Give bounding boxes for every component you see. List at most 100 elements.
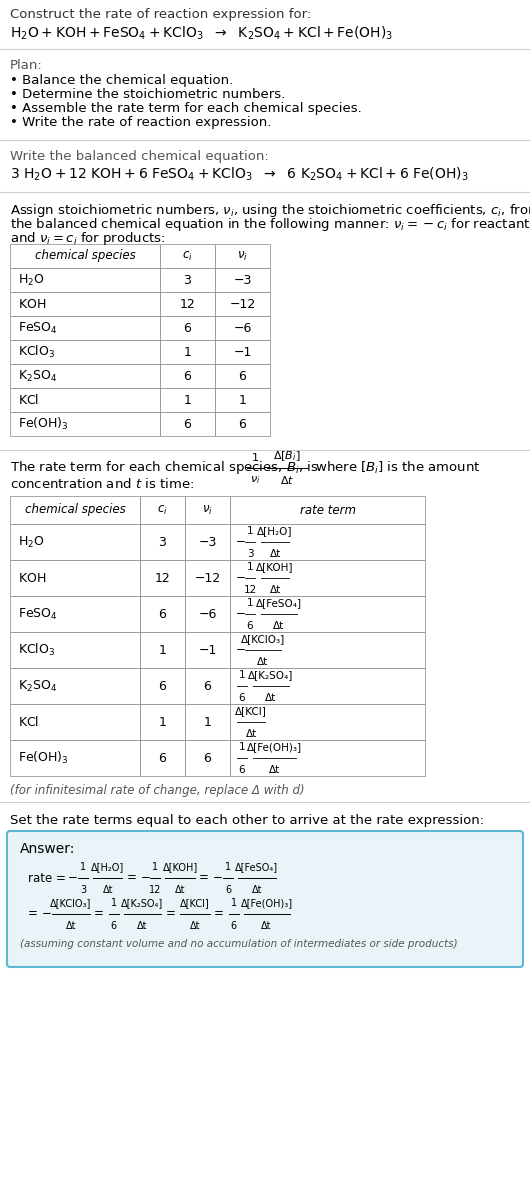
- Bar: [215, 268, 270, 293]
- Text: −6: −6: [198, 608, 217, 620]
- Text: −1: −1: [198, 643, 217, 656]
- Text: $\mathregular{3\ H_2O + 12\ KOH + 6\ FeSO_4 + KClO_3}$$\ \ \rightarrow\ \ $$\mat: $\mathregular{3\ H_2O + 12\ KOH + 6\ FeS…: [10, 166, 469, 183]
- Text: $\mathregular{KOH}$: $\mathregular{KOH}$: [18, 297, 46, 311]
- Bar: [10, 496, 140, 524]
- Bar: [230, 740, 425, 777]
- Text: =: =: [214, 908, 224, 921]
- Text: Δ[KOH]: Δ[KOH]: [257, 562, 294, 572]
- Text: $\mathregular{FeSO_4}$: $\mathregular{FeSO_4}$: [18, 607, 58, 621]
- Text: 1: 1: [238, 394, 246, 407]
- Bar: [185, 632, 230, 668]
- Bar: [10, 293, 160, 315]
- Bar: [160, 268, 215, 293]
- Bar: [160, 388, 215, 412]
- Text: • Determine the stoichiometric numbers.: • Determine the stoichiometric numbers.: [10, 88, 285, 101]
- Bar: [10, 268, 160, 293]
- Text: =: =: [165, 908, 175, 921]
- Text: 6: 6: [158, 751, 166, 765]
- Bar: [185, 668, 230, 704]
- Text: • Assemble the rate term for each chemical species.: • Assemble the rate term for each chemic…: [10, 102, 362, 116]
- Text: $c_i$: $c_i$: [182, 249, 193, 262]
- Text: where $[B_i]$ is the amount: where $[B_i]$ is the amount: [311, 460, 481, 476]
- Bar: [140, 704, 185, 740]
- Text: Δt: Δt: [175, 885, 186, 895]
- Text: 1: 1: [231, 898, 237, 908]
- Text: Δt: Δt: [190, 921, 200, 931]
- Text: $\mathregular{KClO_3}$: $\mathregular{KClO_3}$: [18, 344, 55, 360]
- Text: −: −: [236, 536, 246, 549]
- Text: −: −: [236, 608, 246, 620]
- Text: 1: 1: [225, 862, 231, 872]
- Bar: [215, 244, 270, 268]
- Bar: [215, 293, 270, 315]
- Text: 3: 3: [246, 549, 253, 559]
- Text: 6: 6: [158, 608, 166, 620]
- Text: 6: 6: [158, 679, 166, 692]
- Bar: [160, 315, 215, 340]
- Text: $\mathregular{KCl}$: $\mathregular{KCl}$: [18, 393, 39, 407]
- Text: Δt: Δt: [261, 921, 272, 931]
- Text: −12: −12: [229, 297, 255, 311]
- Text: $\mathregular{K_2SO_4}$: $\mathregular{K_2SO_4}$: [18, 368, 57, 384]
- Text: Δ[KClO₃]: Δ[KClO₃]: [50, 898, 92, 908]
- Text: $\Delta t$: $\Delta t$: [280, 474, 294, 486]
- Text: rate term: rate term: [299, 503, 356, 517]
- Bar: [10, 740, 140, 777]
- Text: Answer:: Answer:: [20, 842, 75, 856]
- Bar: [10, 244, 160, 268]
- Bar: [140, 596, 185, 632]
- Bar: [140, 632, 185, 668]
- Text: −3: −3: [233, 273, 252, 287]
- Text: 6: 6: [231, 921, 237, 931]
- Text: −: −: [236, 643, 246, 656]
- Text: $\Delta[B_i]$: $\Delta[B_i]$: [273, 449, 301, 464]
- Bar: [10, 388, 160, 412]
- Text: $\nu_i$: $\nu_i$: [237, 249, 248, 262]
- Text: Δ[H₂O]: Δ[H₂O]: [91, 862, 125, 872]
- Bar: [230, 524, 425, 560]
- Text: Assign stoichiometric numbers, $\nu_i$, using the stoichiometric coefficients, $: Assign stoichiometric numbers, $\nu_i$, …: [10, 202, 530, 219]
- Text: Δt: Δt: [270, 585, 281, 595]
- Text: 6: 6: [238, 418, 246, 431]
- Text: and $\nu_i = c_i$ for products:: and $\nu_i = c_i$ for products:: [10, 230, 165, 247]
- Text: 12: 12: [180, 297, 196, 311]
- Text: −3: −3: [198, 536, 217, 549]
- Bar: [10, 560, 140, 596]
- Text: 6: 6: [238, 694, 245, 703]
- Text: −12: −12: [195, 572, 220, 584]
- Bar: [215, 340, 270, 364]
- Bar: [160, 340, 215, 364]
- Text: Δt: Δt: [270, 549, 281, 559]
- Text: $\mathregular{H_2O}$: $\mathregular{H_2O}$: [18, 535, 45, 549]
- Text: 6: 6: [111, 921, 117, 931]
- Bar: [215, 412, 270, 436]
- Text: Δ[KCl]: Δ[KCl]: [235, 706, 267, 716]
- Text: (assuming constant volume and no accumulation of intermediates or side products): (assuming constant volume and no accumul…: [20, 939, 457, 949]
- Bar: [140, 668, 185, 704]
- Text: =: =: [28, 908, 38, 921]
- Text: 6: 6: [246, 621, 253, 631]
- Text: −: −: [140, 872, 151, 885]
- Text: Δ[K₂SO₄]: Δ[K₂SO₄]: [248, 669, 294, 680]
- Text: Δt: Δt: [265, 694, 277, 703]
- Text: 1: 1: [183, 346, 191, 359]
- Text: Δ[FeSO₄]: Δ[FeSO₄]: [235, 862, 278, 872]
- Bar: [10, 704, 140, 740]
- Text: Δ[FeSO₄]: Δ[FeSO₄]: [256, 598, 302, 608]
- Text: Construct the rate of reaction expression for:: Construct the rate of reaction expressio…: [10, 8, 311, 20]
- Text: 1: 1: [183, 394, 191, 407]
- Text: $\mathregular{H_2O + KOH + FeSO_4 + KClO_3}$$\ \ \rightarrow\ \ $$\mathregular{K: $\mathregular{H_2O + KOH + FeSO_4 + KClO…: [10, 25, 393, 42]
- Text: Δ[Fe(OH)₃]: Δ[Fe(OH)₃]: [241, 898, 293, 908]
- Text: 12: 12: [149, 885, 162, 895]
- Text: $\mathregular{KOH}$: $\mathregular{KOH}$: [18, 572, 46, 584]
- Bar: [10, 668, 140, 704]
- Text: =: =: [127, 872, 136, 885]
- Text: Δ[K₂SO₄]: Δ[K₂SO₄]: [121, 898, 164, 908]
- Text: −: −: [68, 872, 78, 885]
- Bar: [160, 364, 215, 388]
- Text: Plan:: Plan:: [10, 59, 43, 72]
- Bar: [185, 740, 230, 777]
- Text: 1: 1: [80, 862, 86, 872]
- FancyBboxPatch shape: [7, 831, 523, 967]
- Bar: [185, 704, 230, 740]
